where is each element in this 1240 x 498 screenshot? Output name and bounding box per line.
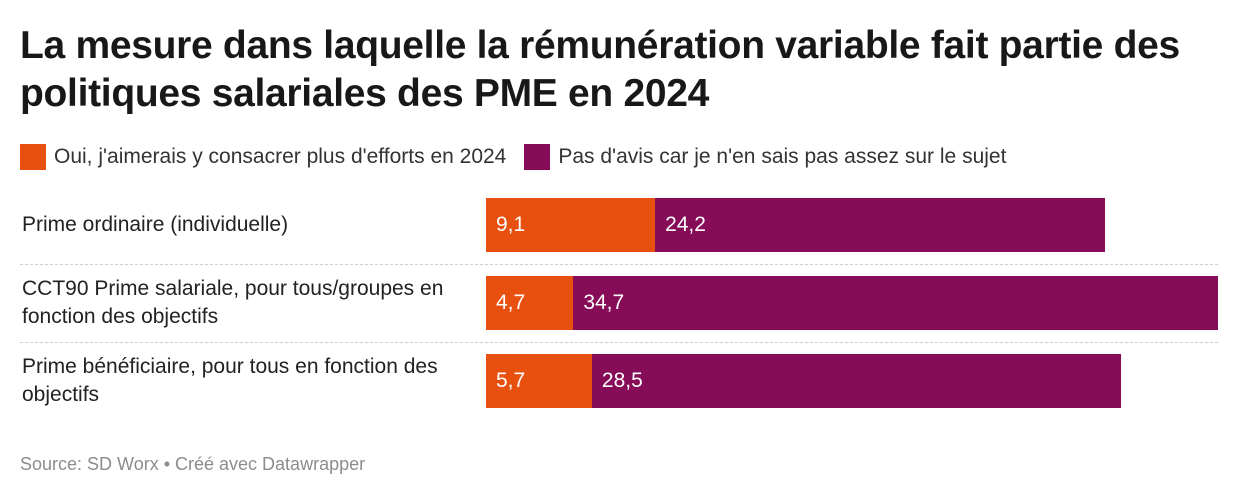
category-label: CCT90 Prime salariale, pour tous/groupes… (22, 277, 444, 328)
stacked-bar-chart: Prime ordinaire (individuelle) 9,1 24,2 CCT… (0, 190, 1240, 420)
bar-pas-davis (655, 198, 1105, 252)
legend-label-pas-davis: Pas d'avis car je n'en sais pas assez su… (558, 145, 1007, 168)
data-label: 4,7 (496, 291, 526, 314)
source-note: Source: SD Worx • Créé avec Datawrapper (20, 454, 366, 474)
category-label: Prime ordinaire (individuelle) (22, 213, 289, 236)
legend-swatch-oui (20, 144, 46, 170)
bar-oui (486, 276, 574, 330)
row-divider (20, 342, 1218, 343)
data-label: 28,5 (601, 369, 643, 392)
legend-item-oui: Oui, j'aimerais y consacrer plus d'effor… (20, 144, 506, 170)
data-label: 24,2 (665, 213, 706, 236)
bar-pas-davis (591, 354, 1122, 408)
legend-swatch-pas-davis (524, 144, 551, 170)
bar-oui (486, 354, 592, 408)
data-label: 34,7 (583, 291, 625, 314)
data-label: 9,1 (496, 213, 526, 236)
category-label: Prime bénéficiaire, pour tous en fonctio… (22, 355, 438, 406)
bar-pas-davis (573, 276, 1218, 330)
row-divider (20, 264, 1218, 265)
chart-title: La mesure dans laquelle la rémunération … (20, 24, 1180, 115)
legend: Oui, j'aimerais y consacrer plus d'effor… (20, 142, 1024, 172)
legend-label-oui: Oui, j'aimerais y consacrer plus d'effor… (54, 145, 507, 168)
legend-item-pas-davis: Pas d'avis car je n'en sais pas assez su… (524, 144, 1006, 170)
data-label: 5,7 (496, 369, 526, 392)
bar-oui (486, 198, 656, 252)
